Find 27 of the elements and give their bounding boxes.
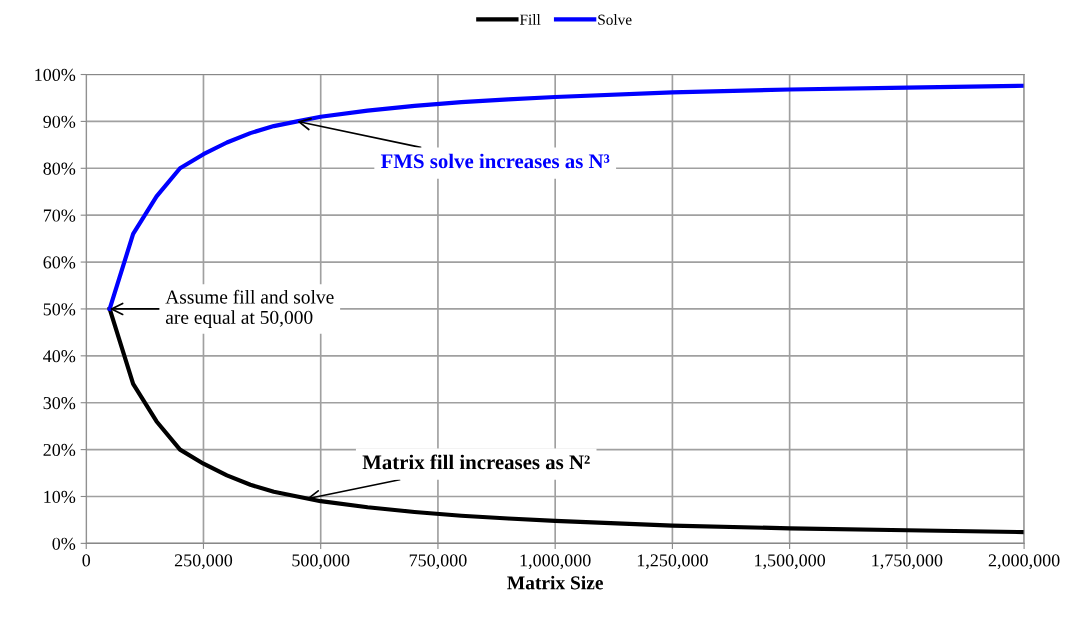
y-tick-label: 60% (43, 256, 76, 269)
legend-label: Solve (598, 14, 632, 25)
annotation: Matrix fill increases as N² (362, 454, 590, 470)
y-tick-label: 10% (44, 490, 76, 503)
y-tick-label: 90% (43, 115, 76, 128)
line-series (107, 83, 1025, 312)
x-tick-label: 250,000 (174, 554, 233, 570)
y-tick-label: 20% (43, 443, 76, 457)
y-tick-label: 0% (52, 537, 76, 550)
x-tick-label: 1,500,000 (755, 554, 826, 570)
y-tick-label: 70% (43, 209, 76, 222)
y-tick-label: 30% (43, 396, 76, 410)
x-tick-label: 1,750,000 (872, 554, 943, 570)
y-tick-label: 50% (43, 303, 76, 316)
x-tick-label: 1,000,000 (520, 554, 591, 570)
x-tick-label: 1,250,000 (637, 554, 708, 570)
y-tick-label: 40% (43, 350, 76, 363)
y-tick-label: 100% (35, 68, 76, 82)
x-axis-title: Matrix Size (507, 575, 603, 590)
annotation: FMS solve increases as N³ (380, 153, 610, 169)
x-tick-label: 750,000 (409, 554, 467, 570)
x-tick-label: 0 (82, 554, 91, 567)
annotation: Assume fill and solve are equal at 50,000 (165, 289, 334, 328)
x-tick-label: 500,000 (292, 554, 350, 570)
legend-label: Fill (519, 14, 541, 25)
y-tick-label: 80% (43, 162, 76, 175)
x-tick-label: 2,000,000 (988, 554, 1060, 570)
